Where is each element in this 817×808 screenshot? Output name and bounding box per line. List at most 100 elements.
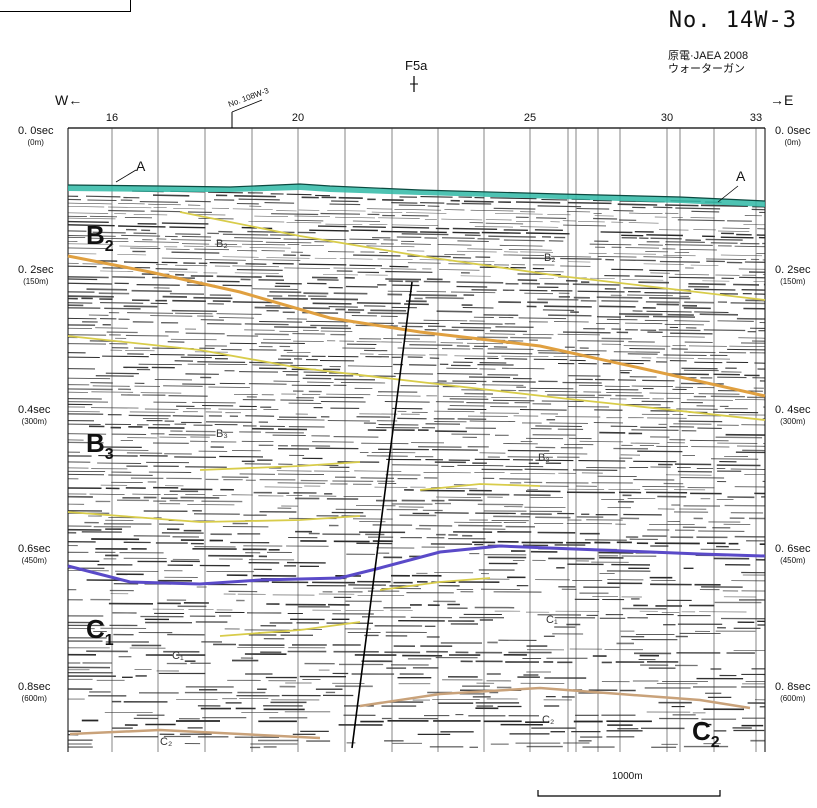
yellow-horizon-2 bbox=[67, 335, 766, 421]
reflector-trace bbox=[118, 656, 656, 661]
seafloor-horizon-A bbox=[68, 184, 765, 207]
depth-label-right-1: 0. 2sec (150m) bbox=[775, 264, 811, 287]
reflector-trace bbox=[67, 621, 765, 626]
reflector-trace bbox=[88, 425, 766, 436]
reflector-trace bbox=[113, 735, 635, 738]
reflector-trace bbox=[197, 705, 765, 708]
reflector-trace bbox=[67, 243, 763, 257]
yellow-horizon-7 bbox=[379, 577, 491, 591]
reflector-trace bbox=[67, 675, 744, 680]
reflector-trace bbox=[68, 669, 551, 673]
reflector-trace bbox=[133, 717, 765, 720]
reflector-trace bbox=[67, 317, 766, 329]
reflector-trace bbox=[97, 260, 766, 273]
reflector-trace bbox=[95, 375, 724, 385]
reflector-trace bbox=[67, 355, 644, 365]
reflector-trace bbox=[67, 307, 766, 320]
reflector-trace bbox=[67, 406, 766, 417]
reflector-trace bbox=[67, 486, 765, 495]
unit-B2-label: B2 bbox=[86, 220, 114, 255]
reflector-trace bbox=[133, 535, 766, 542]
reflector-trace bbox=[105, 372, 766, 382]
reflector-trace bbox=[108, 312, 766, 324]
reflector-trace bbox=[116, 573, 673, 579]
unit-B3-small-east: B₃ bbox=[538, 452, 550, 464]
reflector-trace bbox=[67, 398, 766, 408]
depth-label-left-1: 0. 2sec (150m) bbox=[18, 264, 54, 287]
east-direction-label: →E bbox=[770, 92, 794, 108]
reflector-trace bbox=[91, 538, 765, 546]
yellow-horizon-4 bbox=[67, 511, 361, 523]
reflector-trace bbox=[95, 499, 766, 507]
tan-horizon-west bbox=[69, 728, 321, 740]
shot-tick-16: 16 bbox=[105, 112, 119, 124]
reflector-trace bbox=[67, 295, 698, 307]
unit-C1-label: C1 bbox=[86, 614, 114, 649]
reflector-trace bbox=[111, 481, 766, 489]
reflector-trace bbox=[152, 608, 747, 613]
reflector-trace bbox=[67, 343, 766, 354]
reflector-trace bbox=[110, 593, 757, 598]
depth-label-right-3: 0. 6sec (450m) bbox=[775, 543, 811, 566]
yellow-horizon-6 bbox=[219, 621, 361, 637]
shot-tick-30: 30 bbox=[660, 112, 674, 124]
unit-B2-small-east: B₂ bbox=[544, 252, 556, 264]
depth-label-left-3: 0.6sec (450m) bbox=[18, 543, 51, 566]
reflector-trace bbox=[152, 194, 766, 208]
reflector-trace bbox=[68, 729, 765, 733]
reflector-trace bbox=[68, 745, 729, 749]
reflector-trace bbox=[67, 205, 715, 219]
reflector-trace bbox=[67, 560, 751, 566]
reflector-trace bbox=[67, 615, 766, 620]
reflector-trace bbox=[67, 368, 766, 379]
reflector-trace bbox=[68, 662, 698, 667]
reflector-trace bbox=[67, 627, 756, 633]
reflector-trace bbox=[67, 510, 662, 516]
reflector-trace bbox=[67, 276, 710, 288]
reflector-trace bbox=[67, 653, 660, 657]
unit-C2-small-west: C₂ bbox=[160, 736, 173, 748]
reflector-trace bbox=[124, 723, 764, 727]
reflector-trace bbox=[67, 531, 766, 539]
reflector-trace bbox=[67, 352, 766, 364]
reflector-trace bbox=[97, 564, 694, 570]
trace-gridlines bbox=[111, 128, 757, 752]
reflector-trace bbox=[67, 589, 609, 594]
reflector-trace bbox=[68, 678, 765, 683]
shot-tick-20: 20 bbox=[291, 112, 305, 124]
reflector-trace bbox=[104, 711, 706, 714]
reflector-trace bbox=[67, 247, 765, 261]
reflector-trace bbox=[67, 420, 722, 429]
reflector-trace bbox=[108, 602, 715, 607]
depth-label-left-4: 0.8sec (600m) bbox=[18, 681, 51, 704]
reflector-trace bbox=[67, 413, 723, 423]
reflector-trace bbox=[67, 637, 678, 641]
reflector-trace bbox=[67, 544, 741, 551]
reflector-trace bbox=[67, 624, 761, 630]
reflector-trace bbox=[67, 570, 766, 576]
reflector-trace bbox=[67, 666, 765, 670]
reflector-trace bbox=[131, 643, 548, 648]
reflector-trace bbox=[170, 430, 763, 439]
reflector-trace bbox=[113, 633, 688, 638]
unit-C1-small-east: C₁ bbox=[546, 614, 558, 626]
reflector-trace bbox=[67, 391, 766, 401]
reflector-trace bbox=[67, 265, 766, 279]
depth-label-left-2: 0.4sec (300m) bbox=[18, 404, 51, 427]
scale-bar-label: 1000m bbox=[612, 771, 643, 782]
reflector-trace bbox=[177, 605, 667, 610]
reflector-trace bbox=[126, 465, 742, 473]
method-label: ウォーターガン bbox=[668, 63, 745, 75]
horizon-A-label-west: A bbox=[136, 158, 146, 174]
reflector-trace bbox=[67, 327, 766, 339]
shot-tick-25: 25 bbox=[523, 112, 537, 124]
reflector-trace bbox=[67, 253, 719, 266]
reflector-trace bbox=[67, 401, 748, 410]
reflector-trace bbox=[123, 366, 765, 377]
reflector-trace bbox=[67, 461, 766, 470]
reflector-trace bbox=[81, 719, 652, 724]
reflector-trace bbox=[68, 742, 721, 745]
reflector-trace bbox=[169, 490, 765, 499]
reflector-layer bbox=[67, 190, 766, 749]
